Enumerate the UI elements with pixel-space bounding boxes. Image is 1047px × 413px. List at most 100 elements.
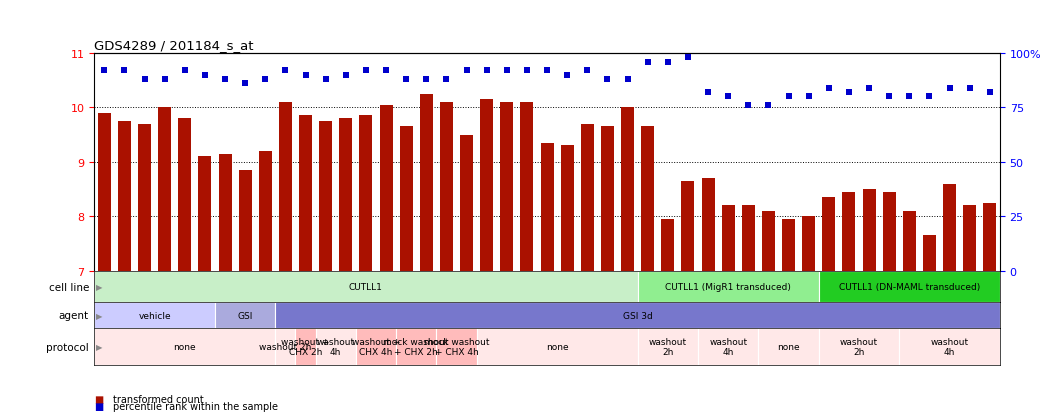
Point: [237, 81, 253, 88]
Point: [317, 76, 334, 83]
Text: GSI: GSI: [238, 311, 253, 320]
Bar: [178, 119, 192, 271]
Bar: [400, 127, 413, 271]
Text: vehicle: vehicle: [138, 311, 171, 320]
Text: CUTLL1 (MigR1 transduced): CUTLL1 (MigR1 transduced): [665, 282, 792, 291]
Bar: [899, 328, 1000, 366]
Text: washout 2h: washout 2h: [260, 342, 312, 351]
Bar: [741, 206, 755, 271]
Bar: [275, 303, 1000, 328]
Point: [720, 94, 737, 100]
Point: [197, 72, 214, 79]
Bar: [540, 143, 554, 271]
Bar: [476, 328, 638, 366]
Text: agent: agent: [59, 311, 89, 320]
Point: [699, 90, 716, 96]
Bar: [440, 102, 453, 271]
Bar: [698, 328, 758, 366]
Bar: [581, 124, 594, 271]
Bar: [520, 102, 534, 271]
Point: [599, 76, 616, 83]
Bar: [356, 328, 396, 366]
Point: [418, 76, 435, 83]
Text: ■: ■: [94, 394, 104, 404]
Point: [297, 72, 314, 79]
Point: [156, 76, 173, 83]
Bar: [903, 211, 916, 271]
Bar: [983, 203, 997, 271]
Bar: [460, 135, 473, 271]
Point: [459, 68, 475, 74]
Text: ▶: ▶: [96, 282, 103, 291]
Bar: [315, 328, 356, 366]
Point: [760, 102, 777, 109]
Text: ■: ■: [94, 401, 104, 411]
Bar: [621, 108, 634, 271]
Bar: [638, 328, 698, 366]
Point: [176, 68, 193, 74]
Bar: [198, 157, 211, 271]
Bar: [701, 179, 715, 271]
Point: [740, 102, 757, 109]
Bar: [295, 328, 315, 366]
Bar: [843, 192, 855, 271]
Text: none: none: [174, 342, 196, 351]
Point: [478, 68, 495, 74]
Bar: [420, 95, 432, 271]
Point: [378, 68, 395, 74]
Bar: [758, 328, 819, 366]
Point: [941, 85, 958, 92]
Bar: [259, 152, 272, 271]
Bar: [279, 102, 292, 271]
Bar: [215, 303, 275, 328]
Bar: [481, 100, 493, 271]
Point: [961, 85, 978, 92]
Bar: [802, 217, 816, 271]
Point: [438, 76, 454, 83]
Bar: [819, 328, 899, 366]
Bar: [822, 198, 836, 271]
Text: ▶: ▶: [96, 342, 103, 351]
Bar: [239, 171, 251, 271]
Text: washout +
CHX 2h: washout + CHX 2h: [282, 337, 330, 356]
Point: [579, 68, 596, 74]
Point: [981, 90, 998, 96]
Text: none: none: [545, 342, 569, 351]
Point: [96, 68, 113, 74]
Bar: [883, 192, 896, 271]
Point: [619, 76, 636, 83]
Point: [680, 55, 696, 62]
Bar: [963, 206, 976, 271]
Bar: [359, 116, 373, 271]
Bar: [682, 181, 694, 271]
Bar: [94, 271, 638, 303]
Point: [337, 72, 354, 79]
Point: [116, 68, 133, 74]
Bar: [922, 236, 936, 271]
Text: CUTLL1 (DN-MAML transduced): CUTLL1 (DN-MAML transduced): [839, 282, 980, 291]
Text: washout
2h: washout 2h: [649, 337, 687, 356]
Bar: [339, 119, 353, 271]
Point: [800, 94, 817, 100]
Bar: [641, 127, 654, 271]
Text: washout +
CHX 4h: washout + CHX 4h: [352, 337, 400, 356]
Bar: [863, 190, 875, 271]
Point: [257, 76, 273, 83]
Point: [841, 90, 857, 96]
Bar: [219, 154, 231, 271]
Text: cell line: cell line: [48, 282, 89, 292]
Bar: [943, 184, 956, 271]
Bar: [158, 108, 172, 271]
Text: percentile rank within the sample: percentile rank within the sample: [113, 401, 279, 411]
Bar: [94, 328, 275, 366]
Text: washout
4h: washout 4h: [709, 337, 748, 356]
Bar: [500, 102, 513, 271]
Bar: [299, 116, 312, 271]
Point: [136, 76, 153, 83]
Bar: [762, 211, 775, 271]
Text: mock washout
+ CHX 2h: mock washout + CHX 2h: [383, 337, 449, 356]
Bar: [721, 206, 735, 271]
Bar: [601, 127, 614, 271]
Bar: [275, 328, 295, 366]
Text: GDS4289 / 201184_s_at: GDS4289 / 201184_s_at: [94, 39, 253, 52]
